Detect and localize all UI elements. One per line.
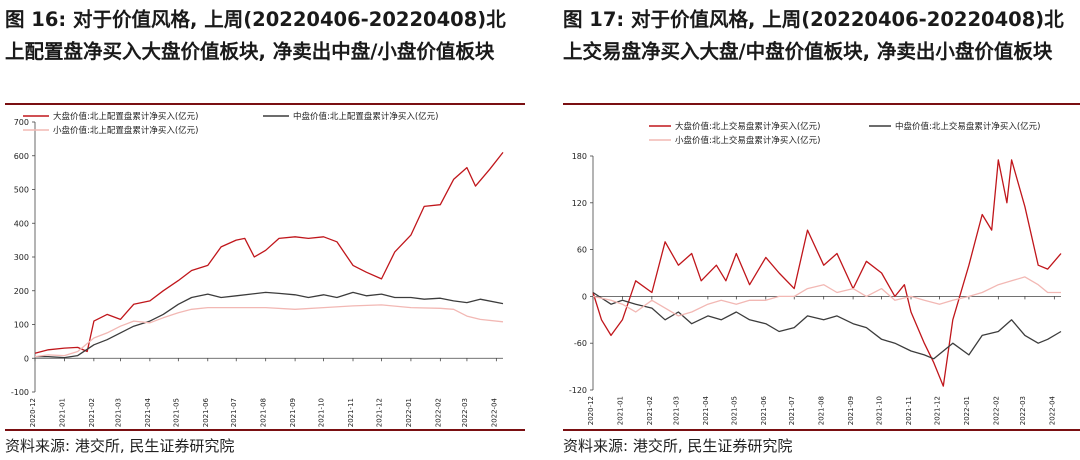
x-tick-label: 2021-06 — [202, 397, 210, 427]
x-tick-label: 2022-02 — [992, 396, 1000, 425]
x-tick-label: 2021-02 — [646, 396, 654, 425]
x-tick-label: 2021-12 — [375, 398, 383, 427]
x-tick-label: 2021-07 — [230, 398, 238, 427]
series-line-2 — [34, 304, 504, 358]
y-tick-label: 180 — [572, 152, 587, 161]
x-tick-label: 2021-10 — [876, 396, 884, 425]
line-chart-17: -120 -60 0 60 120 180 2020-12 2021-01 2021-02 202… — [569, 121, 1062, 425]
title-divider — [563, 103, 1080, 105]
y-tick-label: 60 — [577, 246, 587, 255]
x-tick-label: 2020-12 — [587, 396, 595, 425]
source-divider — [563, 429, 1080, 431]
x-tick-label: 2021-04 — [702, 395, 710, 425]
y-tick-label: -100 — [11, 388, 29, 397]
x-tick-label: 2021-09 — [289, 398, 297, 427]
x-tick-label: 2021-03 — [114, 398, 122, 427]
x-tick-label: 2021-03 — [672, 396, 680, 425]
y-tick-label: 300 — [14, 253, 29, 262]
x-tick-label: 2022-01 — [405, 398, 413, 427]
title-divider — [5, 103, 525, 105]
line-chart-16: -100 0 100 200 300 400 500 600 700 2020-12 2021-01… — [11, 111, 504, 427]
legend-label: 小盘价值:北上交易盘累计净买入(亿元) — [675, 135, 821, 146]
x-tick-label: 2022-02 — [434, 398, 442, 427]
y-tick-label: 0 — [582, 292, 587, 301]
x-tick-label: 2021-08 — [260, 398, 268, 427]
series-line-0 — [592, 159, 1062, 387]
x-tick-label: 2022-03 — [1019, 396, 1027, 425]
chart-panel-16: 图 16: 对于价值风格, 上周(20220406-20220408)北上配置盘… — [5, 0, 525, 460]
x-tick-label: 2021-06 — [760, 395, 768, 425]
source-note: 资料来源: 港交所, 民生证券研究院 — [563, 437, 793, 455]
y-tick-label: -60 — [574, 339, 587, 348]
x-tick-label: 2021-05 — [730, 396, 738, 425]
x-tick-label: 2021-04 — [144, 397, 152, 427]
series-line-2 — [592, 276, 1061, 317]
x-tick-label: 2021-05 — [172, 398, 180, 427]
y-tick-label: 0 — [24, 354, 29, 363]
x-tick-label: 2021-12 — [933, 396, 941, 425]
x-tick-label: 2021-01 — [58, 398, 66, 427]
x-tick-label: 2021-08 — [818, 396, 826, 425]
x-tick-label: 2021-09 — [847, 396, 855, 425]
y-tick-label: 700 — [14, 118, 29, 127]
y-tick-label: 400 — [14, 219, 29, 228]
legend-label: 小盘价值:北上配置盘累计净买入(亿元) — [53, 125, 199, 136]
x-tick-label: 2021-01 — [616, 396, 624, 425]
source-divider — [5, 429, 525, 431]
x-tick-label: 2021-07 — [788, 396, 796, 425]
x-tick-label: 2021-10 — [318, 398, 326, 427]
legend-label: 中盘价值:北上配置盘累计净买入(亿元) — [293, 111, 439, 122]
series-line-1 — [592, 291, 1062, 360]
legend-label: 大盘价值:北上配置盘累计净买入(亿元) — [53, 111, 199, 122]
x-tick-label: 2021-02 — [88, 398, 96, 427]
x-tick-label: 2022-03 — [461, 398, 469, 427]
x-tick-label: 2021-11 — [347, 398, 355, 427]
chart-panel-17: 图 17: 对于价值风格, 上周(20220406-20220408)北上交易盘… — [563, 0, 1080, 460]
y-tick-label: 500 — [14, 186, 29, 195]
figure-title: 图 16: 对于价值风格, 上周(20220406-20220408)北上配置盘… — [5, 8, 506, 63]
y-tick-label: 120 — [572, 199, 587, 208]
x-tick-label: 2022-04 — [1048, 395, 1056, 425]
y-tick-label: 200 — [14, 287, 29, 296]
x-tick-label: 2021-11 — [905, 396, 913, 425]
y-tick-label: -120 — [569, 386, 587, 395]
series-line-0 — [34, 151, 504, 354]
x-tick-label: 2022-01 — [963, 396, 971, 425]
x-tick-label: 2020-12 — [29, 398, 37, 427]
series-line-1 — [35, 291, 504, 359]
figure-title: 图 17: 对于价值风格, 上周(20220406-20220408)北上交易盘… — [563, 8, 1064, 63]
legend-label: 中盘价值:北上交易盘累计净买入(亿元) — [895, 121, 1041, 132]
source-note: 资料来源: 港交所, 民生证券研究院 — [5, 437, 235, 455]
y-tick-label: 100 — [14, 321, 29, 330]
y-tick-label: 600 — [14, 152, 29, 161]
x-tick-label: 2022-04 — [490, 397, 498, 427]
legend-label: 大盘价值:北上交易盘累计净买入(亿元) — [675, 121, 821, 132]
